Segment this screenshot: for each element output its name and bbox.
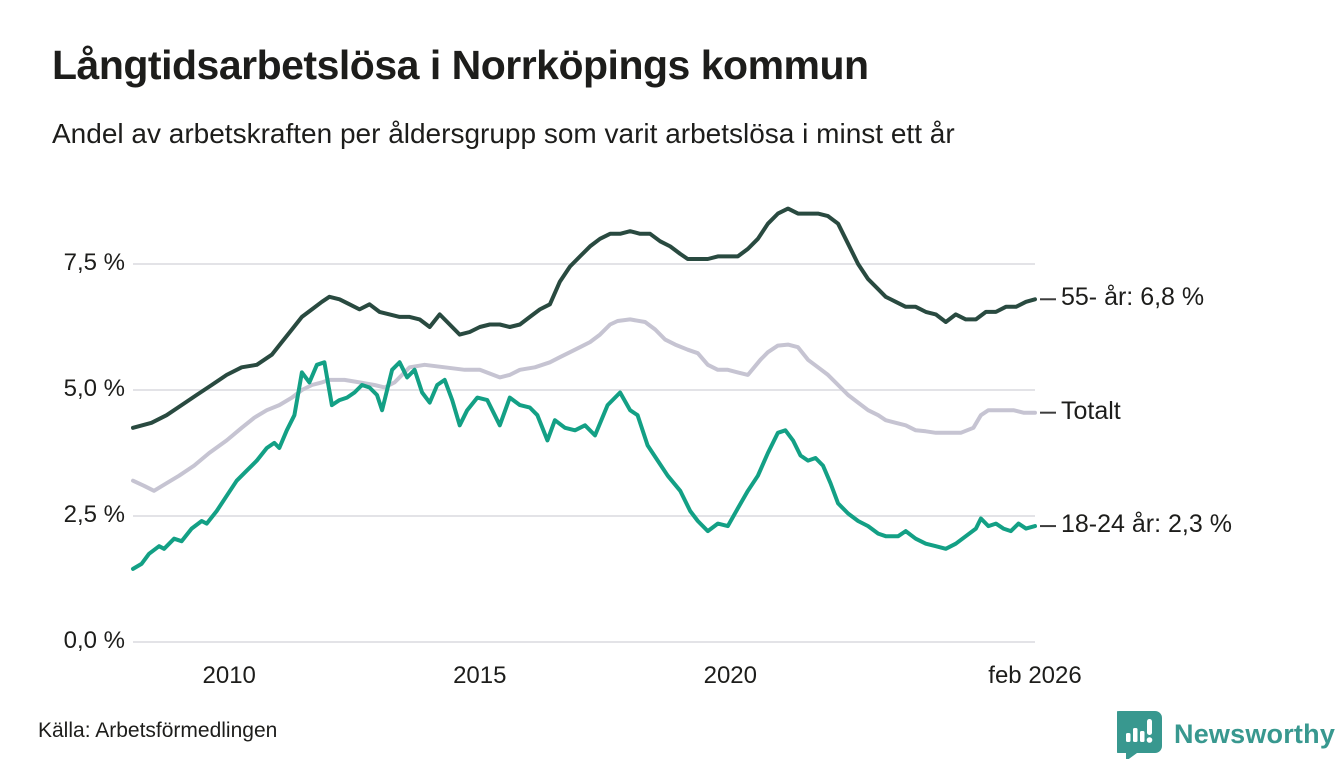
- series-end-label: 18-24 år: 2,3 %: [1061, 510, 1232, 539]
- series-end-label: 55- år: 6,8 %: [1061, 283, 1205, 312]
- series-line-18-24-r: [131, 360, 1037, 571]
- y-axis-tick-label: 2,5 %: [63, 501, 125, 528]
- x-axis-tick-label: 2020: [703, 662, 757, 689]
- x-axis-tick-label: 2015: [453, 662, 507, 689]
- newsworthy-logo-text: Newsworthy: [1174, 718, 1336, 749]
- y-axis-tick-label: 5,0 %: [63, 375, 125, 402]
- source-note: Källa: Arbetsförmedlingen: [38, 719, 278, 742]
- series-line-Totalt: [131, 317, 1037, 493]
- page-title: Långtidsarbetslösa i Norrköpings kommun: [52, 42, 869, 88]
- series-line-55-r: [131, 206, 1037, 430]
- y-axis-tick-label: 0,0 %: [63, 627, 125, 654]
- series-end-label: Totalt: [1061, 396, 1121, 425]
- newsworthy-brand: Newsworthy: [1117, 708, 1335, 760]
- x-axis-tick-label: feb 2026: [988, 662, 1082, 689]
- page-subtitle: Andel av arbetskraften per åldersgrupp s…: [52, 118, 955, 149]
- y-axis-tick-label: 7,5 %: [63, 249, 125, 276]
- newsworthy-logo-icon: [1117, 711, 1162, 759]
- x-axis-tick-label: 2010: [202, 662, 256, 689]
